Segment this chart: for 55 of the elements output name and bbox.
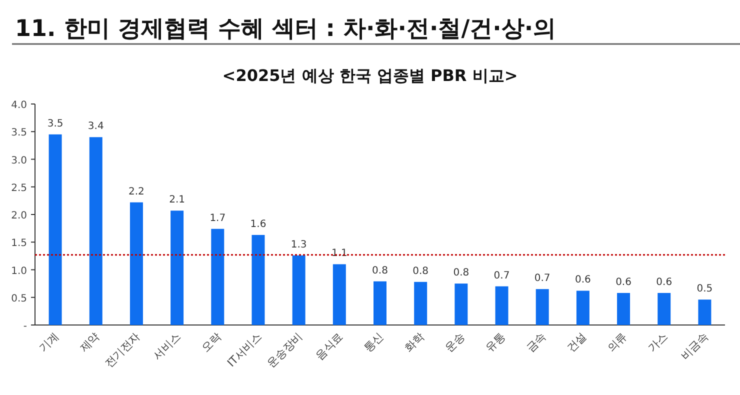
bar	[698, 300, 712, 325]
bar	[130, 202, 143, 325]
data-label: 2.2	[128, 186, 144, 198]
x-tick-label: 의류	[604, 330, 630, 355]
data-label: 1.7	[210, 212, 226, 224]
data-label: 1.3	[290, 239, 307, 250]
data-label: 0.8	[412, 266, 429, 277]
x-tick-label: 가스	[645, 330, 670, 355]
bar	[211, 228, 224, 325]
chart-subtitle: <2025년 예상 한국 업종별 PBR 비교>	[222, 66, 518, 85]
data-label: 2.1	[169, 194, 186, 206]
bar	[252, 234, 265, 325]
y-tick-label: 1.0	[11, 266, 27, 277]
data-label: 3.5	[47, 118, 64, 130]
bar	[495, 286, 508, 325]
y-tick-label: 2.5	[11, 182, 27, 194]
y-tick-label: 2.0	[11, 210, 27, 222]
data-label: 0.7	[534, 273, 550, 284]
data-label: 0.7	[494, 270, 510, 282]
x-tick-label: 제약	[77, 330, 102, 355]
bar	[332, 264, 346, 325]
x-tick-label: 통신	[361, 330, 386, 355]
bar	[536, 289, 549, 325]
x-tick-label: 화학	[402, 330, 427, 355]
x-tick-label: 금속	[524, 330, 548, 355]
bar	[414, 282, 428, 325]
bar	[292, 255, 306, 325]
y-tick-label: -	[23, 321, 28, 332]
chart-title: 11. 한미 경제협력 수혜 섹터 : 차·화·전·철/건·상·의	[15, 16, 556, 42]
bar	[48, 134, 62, 325]
bar	[170, 210, 184, 325]
y-tick-label: 4.0	[11, 100, 27, 111]
bar	[576, 290, 590, 325]
data-label: 0.8	[372, 265, 388, 276]
data-label: 1.6	[250, 218, 266, 230]
bar	[617, 292, 630, 325]
y-tick-label: 0.5	[11, 293, 27, 304]
data-label: 0.5	[696, 284, 713, 295]
bar	[454, 284, 468, 325]
x-tick-label: 운송	[442, 330, 468, 355]
data-label: 0.6	[574, 274, 591, 286]
data-label: 0.6	[656, 276, 672, 288]
data-label: 3.4	[88, 121, 104, 132]
x-tick-label: 기계	[36, 330, 62, 355]
x-tick-label: 오락	[199, 330, 224, 355]
bar	[374, 281, 386, 325]
x-tick-label: 건설	[564, 330, 590, 355]
data-label: 0.6	[616, 276, 632, 288]
y-tick-label: 1.5	[11, 238, 27, 250]
bar	[658, 292, 671, 325]
data-label: 0.8	[453, 268, 470, 279]
x-tick-label: 유통	[483, 330, 508, 355]
y-tick-label: 3.5	[11, 128, 27, 139]
bar	[89, 137, 102, 325]
y-tick-label: 3.0	[11, 155, 27, 166]
